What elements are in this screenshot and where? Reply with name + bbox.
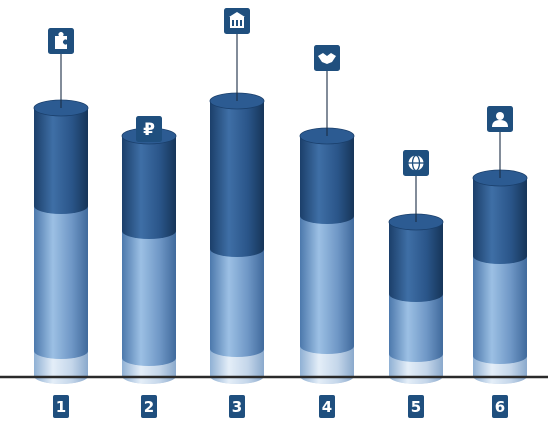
bar-segment — [122, 231, 176, 366]
bar-segment — [300, 216, 354, 354]
bar-5 — [388, 213, 444, 384]
bar-segment — [34, 108, 88, 214]
handshake-icon — [314, 45, 340, 71]
tick-label: 6 — [495, 398, 505, 416]
bar-3 — [209, 92, 265, 384]
bar-segment — [34, 206, 88, 359]
bar-segment — [300, 346, 354, 384]
bar-segment — [122, 136, 176, 239]
tick-label: 5 — [411, 398, 421, 416]
category-label-3: 3 — [229, 395, 245, 418]
tick-label: 2 — [144, 398, 154, 416]
category-label-1: 1 — [53, 395, 69, 418]
user-icon — [487, 106, 513, 132]
building-icon — [224, 8, 250, 34]
bar-4 — [299, 127, 355, 384]
bar-segment — [300, 136, 354, 224]
bar-segment — [389, 294, 443, 362]
puzzle-icon — [48, 28, 74, 54]
category-label-4: 4 — [319, 395, 335, 418]
bar-6 — [472, 169, 528, 384]
category-label-5: 5 — [408, 395, 424, 418]
category-label-2: 2 — [141, 395, 157, 418]
tick-label: 1 — [56, 398, 66, 416]
category-label-6: 6 — [492, 395, 508, 418]
globe-icon — [403, 150, 429, 176]
bar-segment — [210, 249, 264, 357]
bar-segment — [473, 256, 527, 364]
bar-1 — [33, 99, 89, 384]
bar-segment — [473, 178, 527, 264]
tick-label: 4 — [322, 398, 332, 416]
ruble-icon: ₽ — [136, 116, 162, 142]
bar-segment — [210, 101, 264, 257]
bar-2 — [121, 127, 177, 384]
tick-label: 3 — [232, 398, 242, 416]
bar-segment — [210, 349, 264, 384]
svg-text:₽: ₽ — [143, 120, 155, 140]
bar-segment — [389, 222, 443, 302]
